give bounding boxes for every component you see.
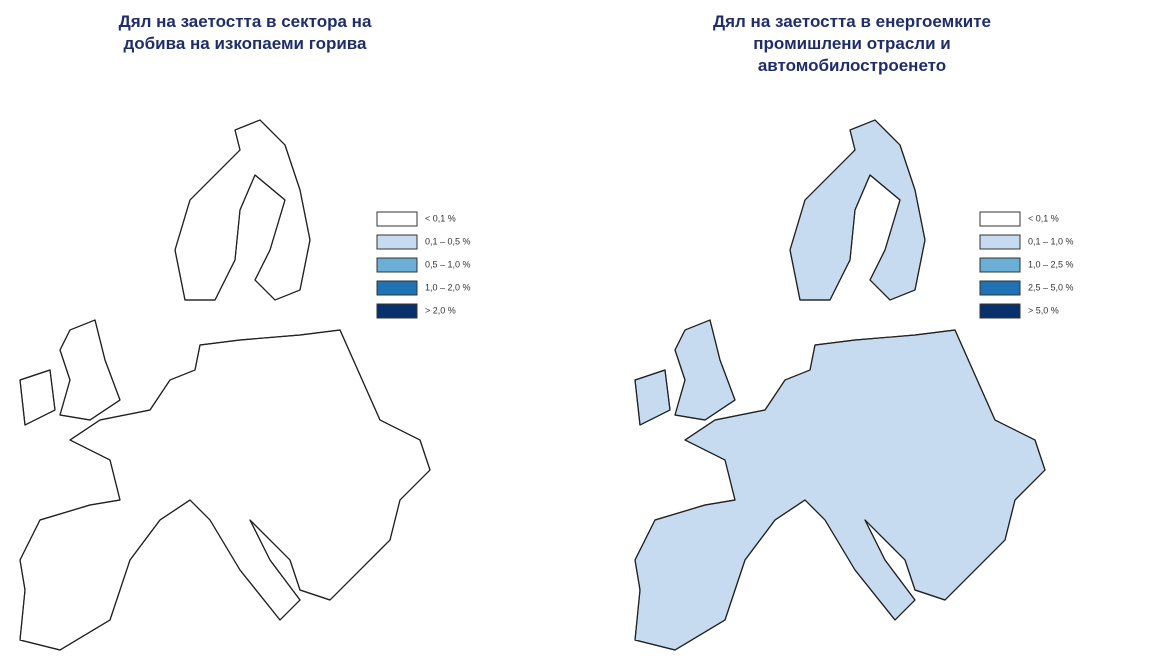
map-title: Дял на заетостта в сектора на — [119, 12, 372, 31]
legend-label: 0,5 – 1,0 % — [425, 259, 471, 269]
legend-label: > 2,0 % — [425, 305, 456, 315]
legend-swatch — [376, 303, 418, 319]
legend-swatch — [979, 280, 1021, 296]
legend-swatch — [979, 234, 1021, 250]
map-title: добива на изкопаеми горива — [123, 34, 367, 53]
map-title: промишлени отрасли и — [753, 34, 950, 53]
legend-swatch — [376, 211, 418, 227]
legend-label: 1,0 – 2,5 % — [1028, 259, 1074, 269]
legend-swatch — [979, 303, 1021, 319]
legend-label: 0,1 – 0,5 % — [425, 236, 471, 246]
legend-label: 1,0 – 2,0 % — [425, 282, 471, 292]
legend-label: > 5,0 % — [1028, 305, 1059, 315]
map-title: автомобилостроенето — [758, 56, 946, 75]
legend-swatch — [979, 257, 1021, 273]
map-base — [19, 119, 431, 651]
legend-label: 0,1 – 1,0 % — [1028, 236, 1074, 246]
legend-swatch — [376, 234, 418, 250]
legend-swatch — [376, 280, 418, 296]
legend-swatch — [979, 211, 1021, 227]
map-left — [19, 119, 431, 651]
legend-label: < 0,1 % — [425, 213, 456, 223]
legend-label: < 0,1 % — [1028, 213, 1059, 223]
map-base — [634, 119, 1046, 651]
map-title: Дял на заетостта в енергоемките — [713, 12, 991, 31]
map-right — [634, 119, 1046, 651]
legend-swatch — [376, 257, 418, 273]
legend-label: 2,5 – 5,0 % — [1028, 282, 1074, 292]
